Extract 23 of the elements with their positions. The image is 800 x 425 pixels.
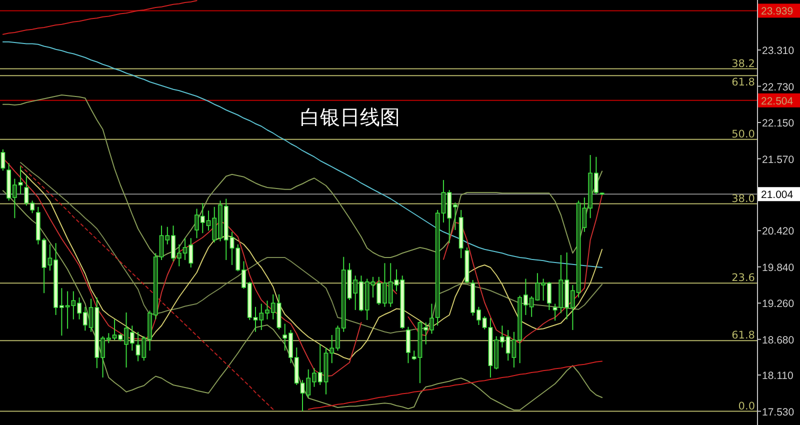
line-series xyxy=(20,165,274,410)
y-tick-label: 22.730 xyxy=(762,81,794,94)
line-series xyxy=(2,94,603,258)
candlestick xyxy=(406,326,410,364)
y-tick-label: 22.150 xyxy=(762,118,794,130)
y-tick-label: 21.570 xyxy=(762,154,794,166)
line-series xyxy=(20,170,603,360)
y-tick-label: 20.420 xyxy=(762,226,794,238)
y-tick-label: 17.530 xyxy=(762,406,794,418)
line-series xyxy=(2,0,198,35)
text: 白银日线图 xyxy=(300,105,400,129)
y-tick-label: 18.110 xyxy=(762,370,794,382)
ref-line-label: 22.504 xyxy=(761,95,794,108)
y-tick-label: 23.310 xyxy=(762,45,794,57)
ref-line-label: 21.004 xyxy=(761,189,794,202)
line-series xyxy=(308,360,603,410)
y-tick-label: 19.260 xyxy=(762,298,794,310)
y-tick-label: 19.840 xyxy=(762,262,794,274)
y-tick-label: 18.680 xyxy=(762,334,794,346)
line-series xyxy=(2,41,603,268)
line-series xyxy=(2,190,603,410)
candlestick xyxy=(0,148,6,172)
ref-line-label: 23.939 xyxy=(761,6,794,18)
